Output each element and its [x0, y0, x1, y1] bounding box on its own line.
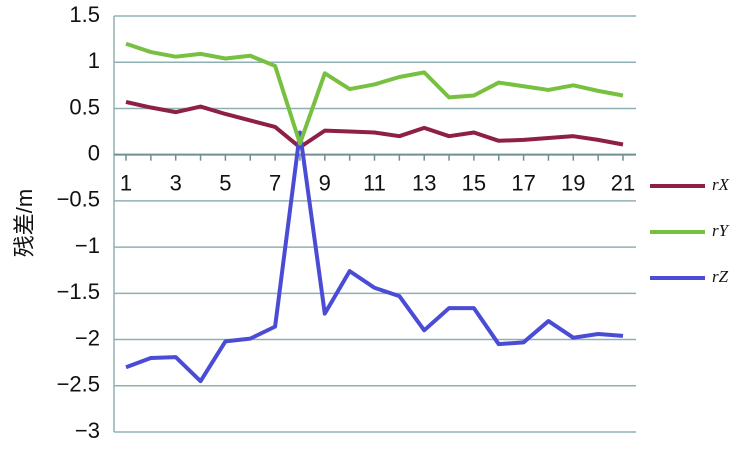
- x-tick-label: 9: [319, 170, 331, 195]
- series-line: [125, 100, 624, 150]
- legend-label: rX: [712, 175, 730, 194]
- legend-label: rZ: [712, 267, 729, 286]
- series-line: [125, 130, 624, 384]
- series-line: [125, 41, 624, 146]
- y-tick-label: −1: [75, 233, 100, 258]
- y-tick-label: 0: [88, 140, 100, 165]
- x-tick-label: 7: [269, 170, 281, 195]
- x-tick-label: 3: [170, 170, 182, 195]
- y-tick-label: −1.5: [57, 279, 100, 304]
- x-tick-label: 15: [462, 170, 486, 195]
- x-tick-label: 1: [120, 170, 132, 195]
- y-tick-label: −0.5: [57, 187, 100, 212]
- x-tick-label: 5: [219, 170, 231, 195]
- y-tick-label: 0.5: [69, 94, 100, 119]
- y-tick-label: −2.5: [57, 372, 100, 397]
- y-tick-label: −2: [75, 325, 100, 350]
- y-tick-label: 1.5: [69, 2, 100, 27]
- legend-label: rY: [712, 221, 730, 240]
- x-tick-label: 19: [561, 170, 585, 195]
- y-tick-label: 1: [88, 48, 100, 73]
- x-tick-label: 21: [611, 170, 635, 195]
- x-tick-label: 17: [511, 170, 535, 195]
- y-axis-label: 残差/m: [12, 189, 37, 257]
- x-tick-label: 11: [363, 170, 386, 195]
- y-tick-label: −3: [75, 418, 100, 443]
- x-tick-label: 13: [412, 170, 436, 195]
